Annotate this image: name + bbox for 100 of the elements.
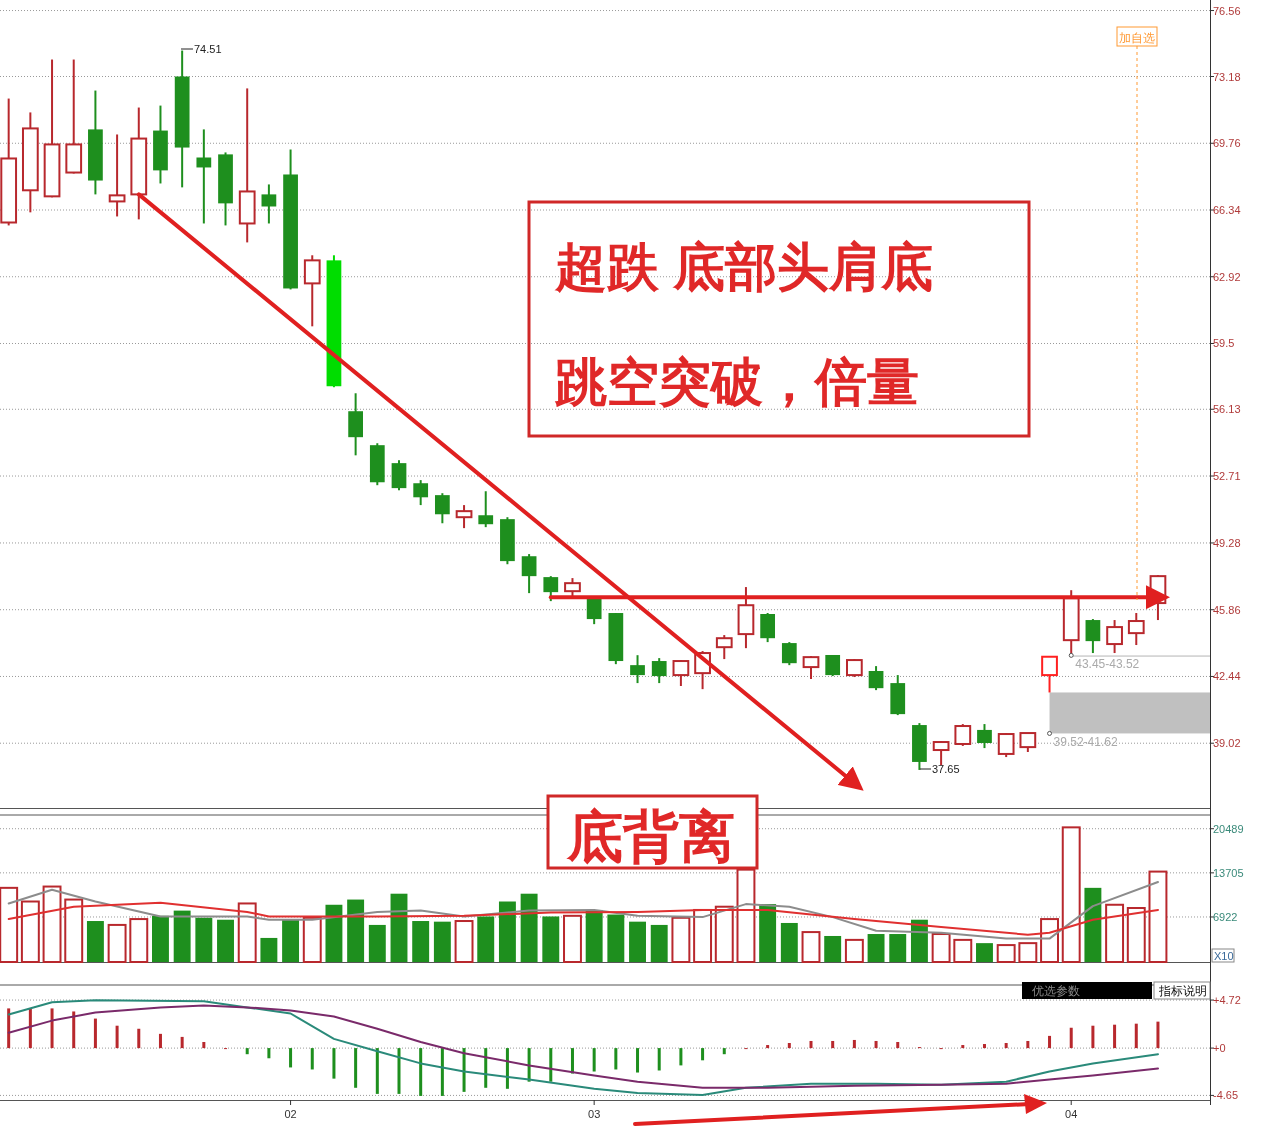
bar: [976, 943, 993, 962]
annotation: 37.65: [932, 763, 960, 775]
candlestick: [651, 657, 667, 685]
candlestick: [802, 655, 820, 680]
y-tick-label: 39.02: [1213, 737, 1241, 750]
candlestick: [261, 183, 277, 225]
bar: [0, 886, 19, 963]
bar: [28, 1008, 32, 1049]
y-tick-label: 59.5: [1213, 337, 1235, 350]
bar: [889, 934, 907, 962]
bar: [505, 1048, 509, 1089]
y-tick-label: 13705: [1213, 866, 1244, 879]
candlestick: [1019, 732, 1037, 753]
y-tick-label: 62.92: [1213, 270, 1241, 283]
y-tick-label: 6922: [1213, 910, 1238, 923]
bar: [787, 1043, 791, 1049]
bar: [766, 1045, 770, 1049]
bar: [867, 934, 885, 962]
candlestick: [781, 641, 797, 667]
candlestick: [413, 479, 429, 507]
candlestick: [1085, 618, 1101, 655]
bar: [614, 1048, 618, 1070]
candlestick: [672, 659, 690, 688]
bar: [1018, 942, 1038, 963]
bar: [1134, 1023, 1138, 1049]
bar: [592, 1048, 596, 1072]
bar: [282, 919, 300, 962]
bar: [759, 904, 777, 962]
bar: [86, 921, 104, 962]
bar: [831, 1040, 835, 1049]
bar: [824, 935, 842, 962]
annotation: 超跌 底部头肩底: [554, 238, 934, 296]
line-series: [7, 901, 1159, 936]
bar: [93, 1018, 97, 1049]
y-tick-label: +4.72: [1213, 994, 1241, 1007]
bar: [1069, 1027, 1073, 1049]
bar: [679, 1048, 683, 1066]
bar: [289, 1048, 293, 1068]
bar: [454, 920, 474, 963]
candlestick: [932, 740, 950, 767]
bar: [996, 944, 1016, 963]
candlestick: [196, 128, 212, 225]
annotation: 43.45-43.52: [1075, 657, 1140, 672]
bar: [354, 1048, 358, 1088]
y-tick-label: 66.34: [1213, 204, 1241, 216]
annotation: 跳空突破，倍量: [554, 353, 919, 411]
annotation: 底背离: [566, 805, 735, 868]
bar: [1105, 903, 1125, 963]
x-tick-label: 04: [1065, 1108, 1078, 1120]
bar: [498, 901, 516, 962]
bar: [397, 1048, 401, 1094]
bar: [129, 918, 149, 963]
bar: [72, 1011, 76, 1049]
bar: [419, 1048, 423, 1096]
bar: [570, 1048, 574, 1074]
bar: [931, 933, 951, 963]
x-tick-label: 02: [284, 1108, 297, 1120]
bar: [20, 900, 40, 963]
candlestick: [954, 723, 972, 747]
bar: [1084, 887, 1102, 962]
candlestick: [478, 490, 494, 529]
bar: [433, 921, 451, 962]
bar: [1061, 826, 1081, 963]
bar: [412, 921, 430, 962]
annotation: 指标说明: [1158, 984, 1207, 998]
bar: [722, 1048, 726, 1055]
bar: [180, 1036, 184, 1049]
bar: [237, 902, 257, 963]
candlestick: [715, 634, 733, 661]
bar: [542, 916, 560, 962]
bar: [1026, 1040, 1030, 1049]
candlestick: [455, 504, 473, 530]
y-tick-label: 69.76: [1213, 137, 1241, 150]
bar: [202, 1041, 206, 1049]
y-tick-label: -4.65: [1213, 1089, 1239, 1102]
bar: [714, 905, 734, 963]
bar: [440, 1048, 444, 1096]
annotation: 优选参数: [1032, 984, 1080, 998]
bar: [520, 893, 538, 962]
bar: [671, 916, 691, 963]
bar: [953, 938, 973, 963]
bar: [325, 904, 343, 962]
bar: [462, 1048, 466, 1092]
line-series: [7, 881, 1159, 940]
candlestick: [868, 665, 884, 692]
bar: [844, 938, 864, 963]
bar: [152, 915, 169, 962]
bar: [368, 924, 386, 962]
bar: [173, 910, 191, 962]
y-tick-label: 52.71: [1213, 470, 1241, 483]
candlestick: [630, 654, 645, 685]
bar: [137, 1028, 141, 1049]
y-tick-label: 73.18: [1213, 70, 1241, 83]
bar: [347, 899, 365, 962]
bar: [1126, 907, 1146, 963]
bar: [701, 1048, 705, 1061]
bar: [982, 1044, 986, 1049]
bar: [736, 868, 756, 963]
candlestick: [977, 723, 992, 750]
bar: [801, 931, 821, 963]
